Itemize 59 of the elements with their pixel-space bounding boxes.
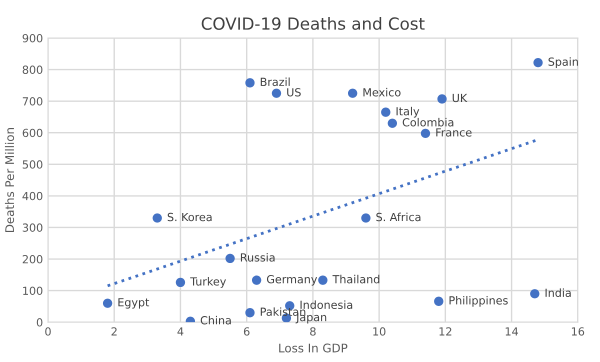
point	[176, 278, 186, 288]
annotation: Philippines	[450, 296, 508, 307]
y-tick-label: 100	[23, 286, 42, 295]
x-tick-label: 8	[310, 327, 316, 336]
y-tick-label: 0	[36, 318, 42, 327]
annotation: Thailand	[332, 274, 380, 284]
x-tick-label: 6	[244, 327, 250, 336]
point	[361, 213, 371, 223]
point	[245, 308, 255, 318]
point	[272, 88, 282, 98]
x-axis-title: Loss In GDP	[279, 344, 348, 352]
y-tick-label: 200	[22, 255, 42, 264]
point	[225, 254, 235, 264]
annotation: India	[546, 288, 571, 297]
annotation: Spain	[548, 57, 578, 68]
chart-title: COVID-19 Deaths and Cost	[202, 17, 425, 30]
y-tick-label: 700	[22, 97, 42, 106]
y-tick-label: 900	[22, 34, 42, 42]
x-tick-label: 2	[112, 327, 117, 336]
point	[252, 276, 262, 285]
point	[530, 289, 540, 298]
x-tick-label: 12	[440, 327, 452, 336]
point	[318, 276, 328, 285]
y-tick-label: 400	[22, 192, 42, 200]
annotation: Russia	[240, 253, 275, 262]
x-tick-label: 0	[45, 327, 51, 336]
point	[348, 88, 358, 98]
x-tick-label: 16	[572, 327, 584, 336]
point	[437, 94, 447, 104]
annotation: Mexico	[363, 88, 401, 96]
annotation: Indonesia	[300, 300, 352, 309]
point	[245, 78, 255, 88]
annotation: S. Africa	[376, 212, 420, 222]
annotation: Colombia	[402, 118, 454, 126]
point	[152, 213, 162, 223]
annotation: China	[200, 316, 231, 324]
point	[420, 128, 430, 138]
x-tick-label: 10	[373, 327, 386, 336]
annotation: US	[287, 88, 301, 96]
x-tick-label: 4	[177, 327, 184, 336]
y-tick-label: 500	[22, 160, 42, 169]
annotation: UK	[452, 94, 468, 102]
y-tick-label: 600	[22, 128, 42, 138]
point	[434, 296, 444, 306]
point	[388, 118, 398, 128]
annotation: Brazil	[260, 77, 290, 86]
annotation: S. Korea	[168, 212, 212, 222]
annotation: Turkey	[190, 277, 226, 288]
annotation: Germany	[266, 275, 318, 286]
x-tick-label: 14	[506, 327, 518, 336]
point	[381, 108, 390, 117]
point	[533, 58, 543, 68]
y-tick-label: 800	[22, 66, 42, 74]
annotation: France	[436, 128, 472, 137]
point	[102, 298, 112, 308]
y-axis-title: Deaths Per Million	[4, 128, 14, 232]
y-tick-label: 300	[22, 223, 42, 232]
annotation: Egypt	[118, 298, 150, 309]
annotation: Italy	[396, 106, 420, 118]
